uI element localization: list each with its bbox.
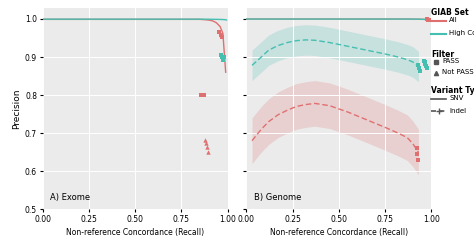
Text: PASS: PASS [442, 58, 459, 64]
Point [219, 58, 227, 62]
Point [424, 18, 432, 22]
Text: SNV: SNV [449, 95, 464, 101]
X-axis label: Non-reference Concordance (Recall): Non-reference Concordance (Recall) [66, 228, 204, 237]
Point [414, 62, 422, 67]
Point [215, 30, 223, 34]
Point [203, 145, 211, 149]
Point [217, 33, 225, 37]
Text: All: All [449, 17, 458, 23]
Point [201, 138, 209, 142]
Text: Indel: Indel [449, 108, 466, 114]
Text: Not PASS: Not PASS [442, 69, 474, 75]
Point [218, 55, 226, 59]
Text: A) Exome: A) Exome [50, 193, 90, 202]
Point [422, 62, 429, 66]
Point [197, 93, 204, 97]
Point [218, 35, 226, 39]
Text: GIAB Set: GIAB Set [431, 8, 469, 17]
Point [204, 150, 212, 154]
Point [219, 56, 227, 60]
X-axis label: Non-reference Concordance (Recall): Non-reference Concordance (Recall) [270, 228, 408, 237]
Point [201, 93, 208, 97]
Text: Filter: Filter [431, 50, 455, 59]
Point [415, 66, 423, 70]
Point [423, 17, 430, 21]
Point [425, 18, 433, 22]
Point [203, 141, 210, 145]
Text: B) Genome: B) Genome [254, 193, 301, 202]
Point [413, 145, 420, 149]
Y-axis label: Precision: Precision [12, 88, 21, 129]
Point [420, 59, 428, 63]
Point [217, 53, 225, 57]
Point [199, 93, 206, 97]
Point [414, 152, 421, 156]
Point [424, 18, 431, 22]
Point [415, 158, 422, 162]
Point [421, 60, 428, 64]
Point [416, 70, 424, 74]
Text: Variant Type: Variant Type [431, 86, 474, 95]
Point [422, 64, 430, 68]
Point [423, 66, 431, 70]
Point [220, 55, 228, 59]
Text: High Conf.: High Conf. [449, 30, 474, 36]
